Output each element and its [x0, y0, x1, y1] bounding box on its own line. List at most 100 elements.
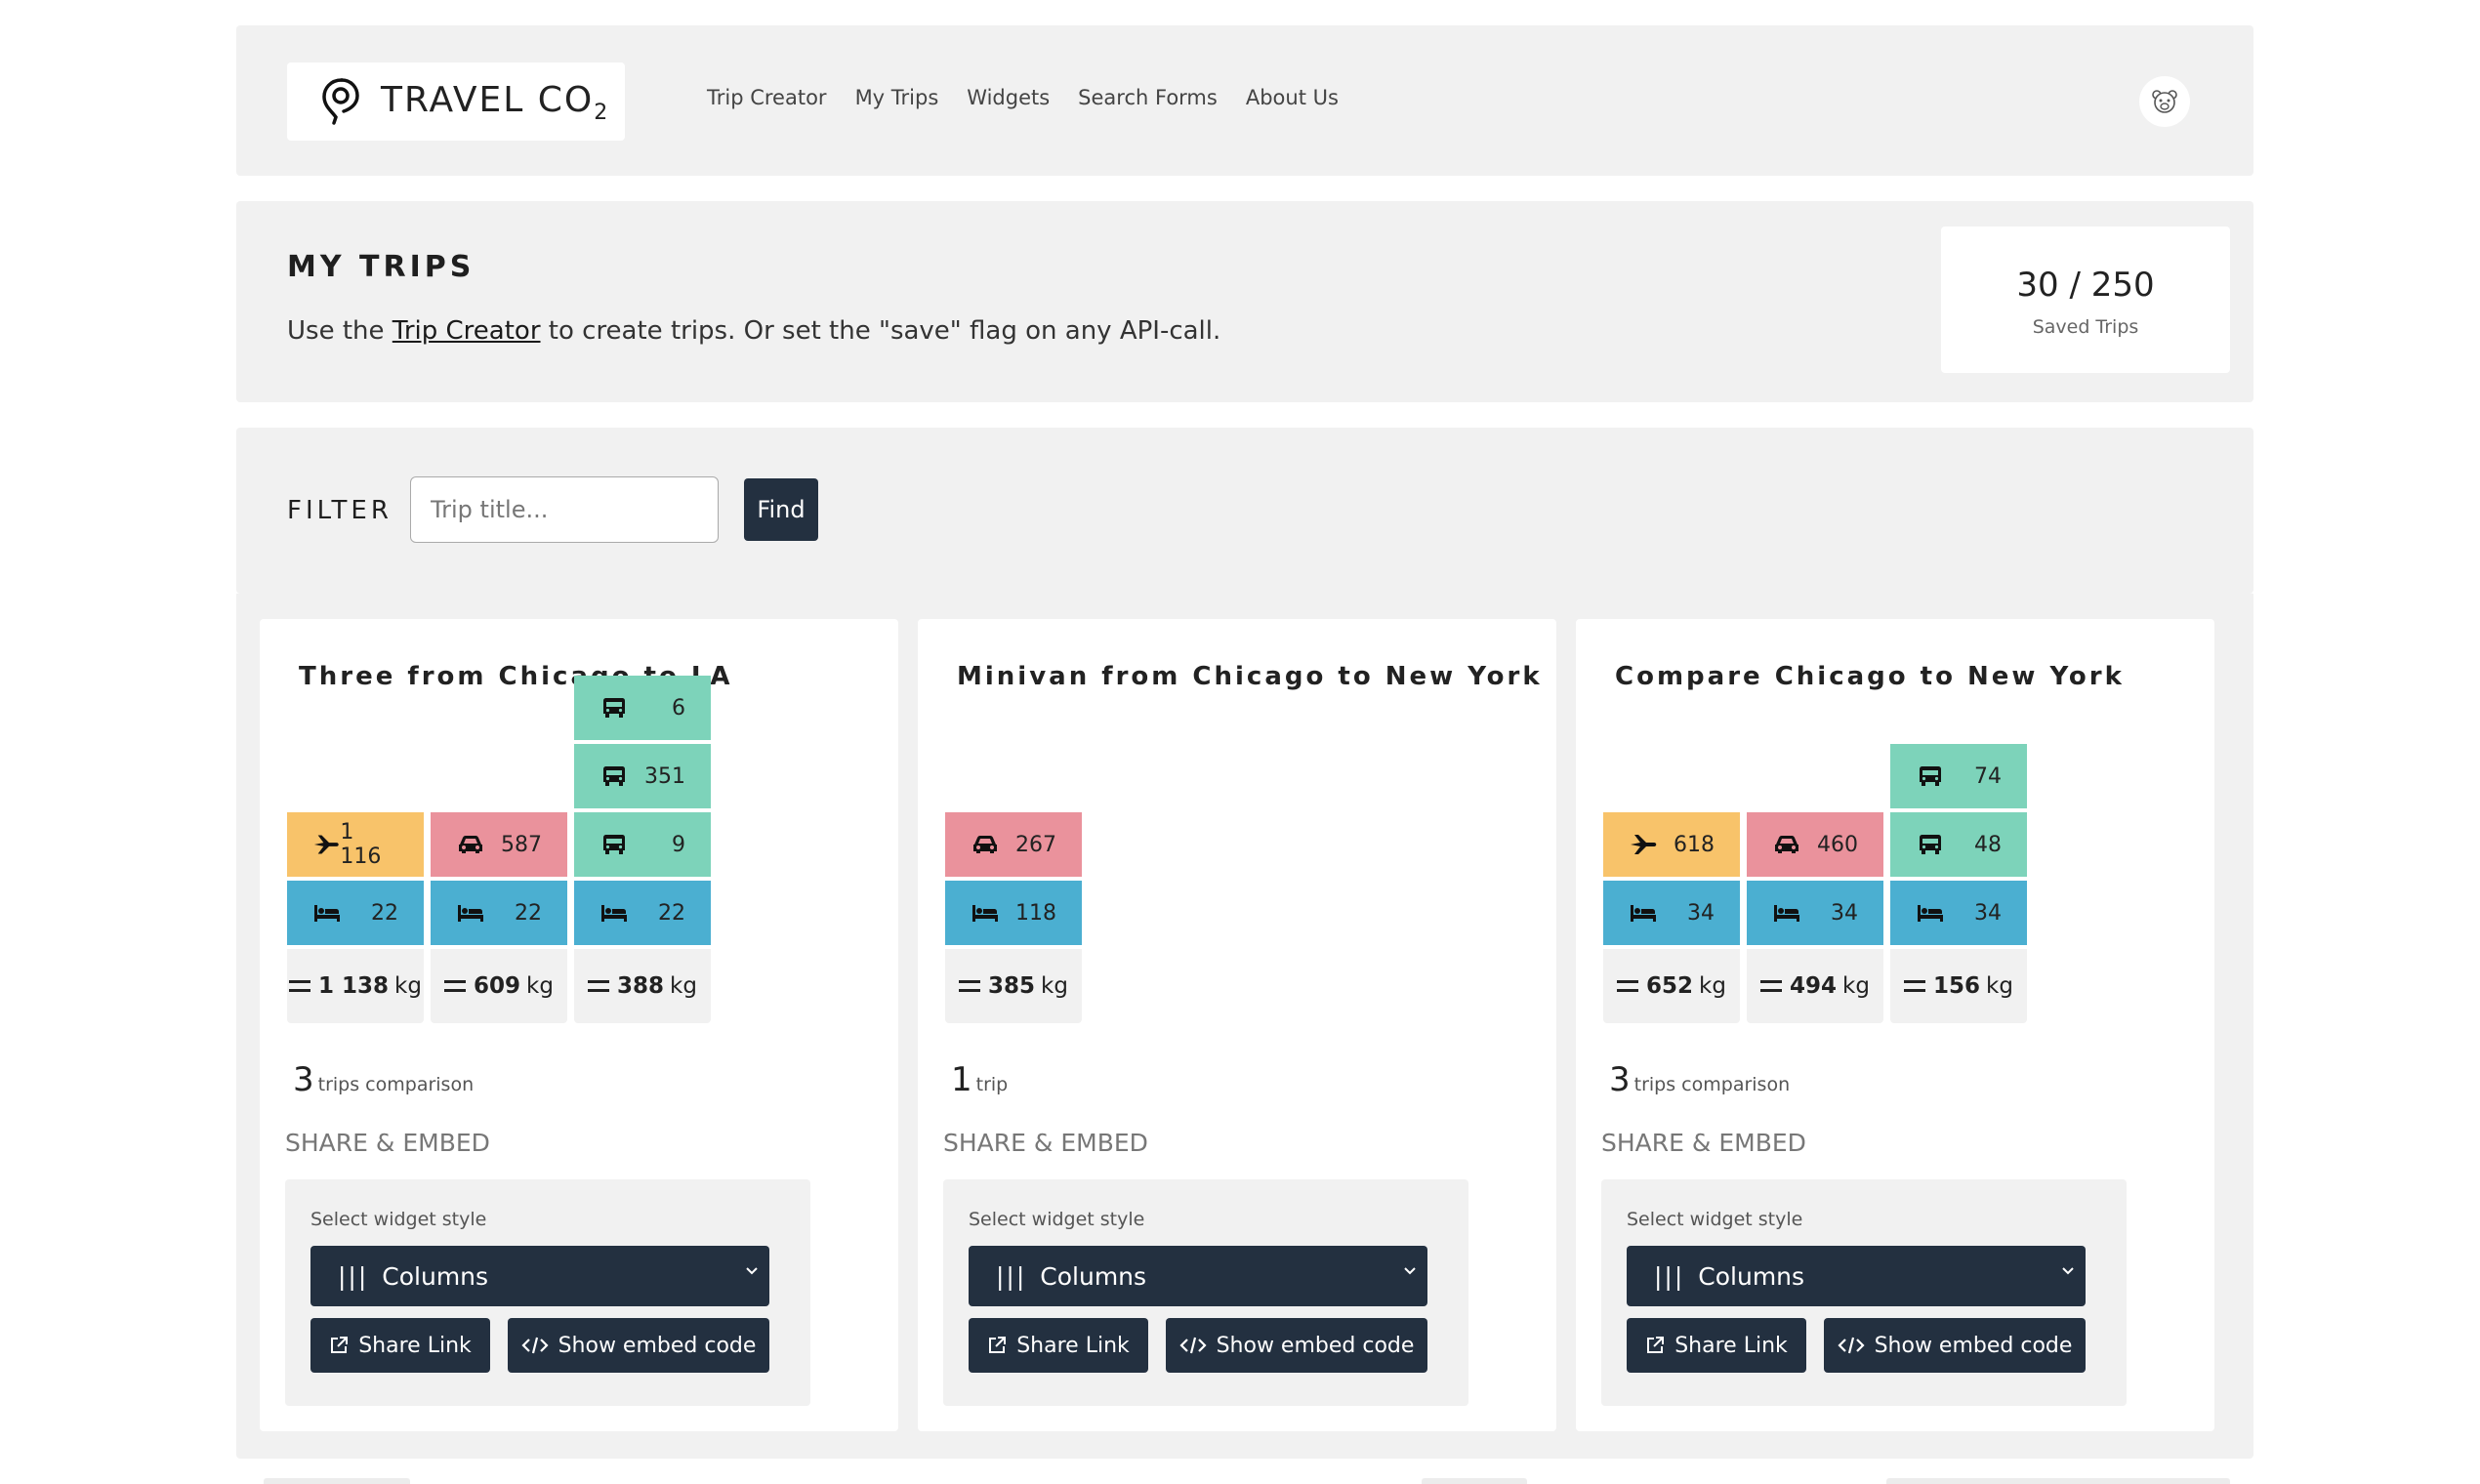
show-embed-code-button[interactable]: Show embed code	[1824, 1318, 2086, 1373]
equals-icon	[1617, 980, 1639, 992]
bed-icon	[314, 905, 340, 922]
next-card-stub	[264, 1478, 410, 1484]
car-segment: 587	[431, 812, 567, 877]
saved-trips-stats: 30 / 250 Saved Trips	[1941, 227, 2230, 373]
external-link-icon	[989, 1337, 1007, 1353]
widget-style-select[interactable]: ||| Columns	[969, 1246, 1427, 1306]
share-embed-box: Select widget style ||| Columns Share Li…	[285, 1179, 810, 1406]
nav-trip-creator[interactable]: Trip Creator	[707, 86, 827, 109]
segment-value: 48	[1974, 832, 2002, 857]
segment-value: 34	[1974, 900, 2002, 926]
equals-icon	[959, 980, 981, 992]
logo-text: TRAVEL CO2	[381, 80, 608, 125]
trip-card: Minivan from Chicago to New York 267 118 3…	[918, 619, 1556, 1431]
external-link-icon	[1647, 1337, 1665, 1353]
flight-segment: 618	[1603, 812, 1740, 877]
trip-title: Minivan from Chicago to New York	[957, 662, 1543, 691]
bus-icon	[603, 698, 625, 718]
widget-style-select[interactable]: ||| Columns	[310, 1246, 769, 1306]
bus-segment: 6	[574, 676, 711, 740]
logo[interactable]: TRAVEL CO2	[287, 62, 625, 141]
intro-text: Use the Trip Creator to create trips. Or…	[287, 316, 1221, 346]
share-link-button[interactable]: Share Link	[969, 1318, 1148, 1373]
trip-count: 3 trips comparison	[1609, 1060, 1791, 1099]
car-icon	[1775, 836, 1798, 853]
show-embed-code-button[interactable]: Show embed code	[1166, 1318, 1427, 1373]
trip-count: 1 trip	[951, 1060, 1009, 1099]
hotel-segment: 118	[945, 881, 1082, 945]
next-card-stub	[1422, 1478, 1527, 1484]
equals-icon	[588, 980, 610, 992]
segment-value: 9	[672, 832, 685, 857]
equals-icon	[444, 980, 467, 992]
segment-value: 618	[1674, 832, 1715, 857]
hotel-segment: 22	[431, 881, 567, 945]
column-total: 494 kg	[1747, 949, 1883, 1023]
segment-value: 34	[1687, 900, 1715, 926]
column-total: 609 kg	[431, 949, 567, 1023]
my-trips-panel: MY TRIPS Use the Trip Creator to create …	[236, 201, 2253, 402]
segment-value: 34	[1831, 900, 1858, 926]
bed-icon	[1918, 905, 1943, 922]
bed-icon	[1631, 905, 1656, 922]
external-link-icon	[331, 1337, 349, 1353]
trip-title-input[interactable]	[410, 476, 719, 543]
top-navbar: TRAVEL CO2 Trip Creator My Trips Widgets…	[236, 25, 2253, 176]
chevron-down-icon	[746, 1267, 758, 1275]
bus-segment: 74	[1890, 744, 2027, 808]
columns-icon: |||	[338, 1261, 369, 1291]
segment-value: 22	[658, 900, 685, 926]
hotel-segment: 22	[287, 881, 424, 945]
columns-icon: |||	[1654, 1261, 1685, 1291]
columns-icon: |||	[996, 1261, 1027, 1291]
share-embed-title: SHARE & EMBED	[285, 1129, 490, 1157]
show-embed-code-button[interactable]: Show embed code	[508, 1318, 769, 1373]
hotel-segment: 34	[1890, 881, 2027, 945]
share-link-button[interactable]: Share Link	[1627, 1318, 1806, 1373]
car-segment: 460	[1747, 812, 1883, 877]
nav-my-trips[interactable]: My Trips	[854, 86, 939, 109]
nav-widgets[interactable]: Widgets	[967, 86, 1051, 109]
trip-creator-link[interactable]: Trip Creator	[392, 316, 541, 346]
segment-value: 351	[644, 763, 685, 789]
bus-icon	[603, 766, 625, 786]
trip-title: Compare Chicago to New York	[1615, 662, 2125, 691]
equals-icon	[1904, 980, 1926, 992]
bed-icon	[601, 905, 627, 922]
trip-count: 3 trips comparison	[293, 1060, 475, 1099]
code-icon	[1838, 1337, 1865, 1354]
bus-segment: 351	[574, 744, 711, 808]
trip-card: Three from Chicago to LA 1 116 22 1 138 kg 5…	[260, 619, 898, 1431]
page-title: MY TRIPS	[287, 250, 475, 284]
column-total: 388 kg	[574, 949, 711, 1023]
widget-style-label: Select widget style	[969, 1209, 1145, 1230]
car-icon	[459, 836, 482, 853]
bus-icon	[1920, 766, 1941, 786]
widget-style-label: Select widget style	[310, 1209, 487, 1230]
bear-icon	[2152, 90, 2177, 113]
hotel-segment: 34	[1747, 881, 1883, 945]
plane-icon	[1631, 835, 1657, 854]
chevron-down-icon	[2062, 1267, 2074, 1275]
segment-value: 460	[1817, 832, 1858, 857]
segment-value: 267	[1015, 832, 1056, 857]
segment-value: 6	[672, 695, 685, 721]
user-avatar[interactable]	[2139, 76, 2190, 127]
column-total: 1 138 kg	[287, 949, 424, 1023]
car-segment: 267	[945, 812, 1082, 877]
bus-icon	[1920, 835, 1941, 854]
nav-search-forms[interactable]: Search Forms	[1078, 86, 1218, 109]
code-icon	[1179, 1337, 1207, 1354]
segment-value: 1 116	[340, 820, 382, 869]
widget-style-select[interactable]: ||| Columns	[1627, 1246, 2086, 1306]
share-embed-box: Select widget style ||| Columns Share Li…	[1601, 1179, 2127, 1406]
share-link-button[interactable]: Share Link	[310, 1318, 490, 1373]
location-pin-icon	[322, 78, 359, 125]
trip-card: Compare Chicago to New York 618 34 652 kg 46…	[1576, 619, 2214, 1431]
nav-about-us[interactable]: About Us	[1245, 86, 1339, 109]
find-button[interactable]: Find	[744, 478, 818, 541]
chevron-down-icon	[1404, 1267, 1416, 1275]
segment-value: 22	[371, 900, 398, 926]
bed-icon	[1774, 905, 1799, 922]
share-embed-box: Select widget style ||| Columns Share Li…	[943, 1179, 1468, 1406]
